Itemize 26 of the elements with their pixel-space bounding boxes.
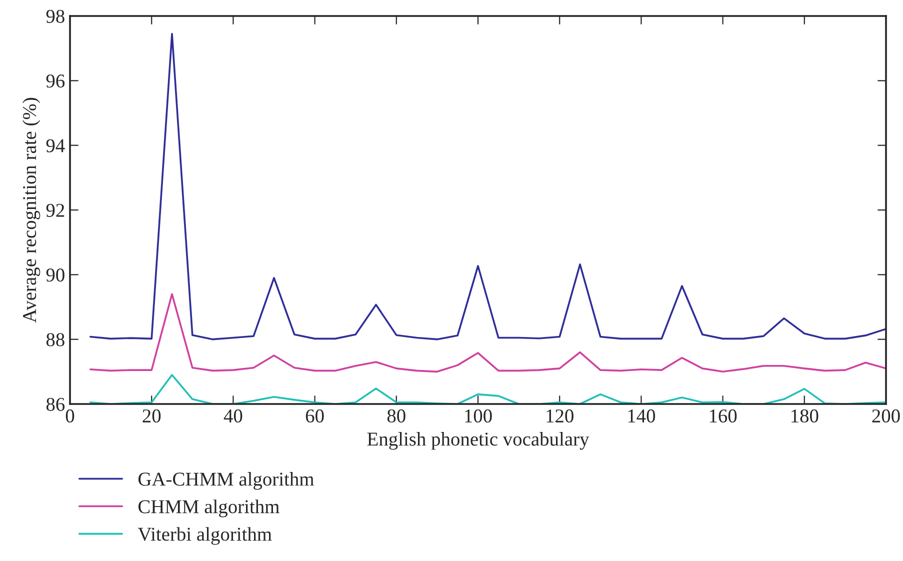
x-tick-label: 160	[710, 409, 737, 423]
legend-label: Viterbi algorithm	[138, 527, 272, 545]
x-tick-label: 80	[387, 409, 406, 423]
x-tick-label: 40	[224, 409, 242, 423]
x-tick-label: 60	[306, 409, 324, 423]
legend-label: CHMM algorithm	[138, 500, 280, 518]
y-tick-label: 88	[46, 333, 64, 346]
y-tick-label: 98	[46, 10, 64, 23]
x-tick-label: 200	[872, 409, 900, 423]
line-series	[89, 32, 886, 340]
y-tick-label: 86	[46, 398, 65, 411]
y-tick-label: 94	[46, 139, 65, 152]
x-tick-label: 0	[66, 409, 74, 423]
x-tick-label: 180	[792, 409, 818, 423]
x-tick-label: 20	[142, 409, 161, 423]
x-tick-label: 140	[628, 409, 656, 423]
line-series	[89, 293, 886, 373]
x-tick-label: 120	[546, 409, 574, 423]
y-tick-label: 96	[46, 74, 65, 88]
legend-label: GA-CHMM algorithm	[138, 472, 314, 490]
y-tick-label: 90	[46, 268, 64, 282]
y-tick-label: 92	[46, 204, 64, 217]
line-series	[89, 374, 886, 404]
x-axis-title: English phonetic vocabulary	[367, 432, 590, 450]
x-tick-label: 100	[465, 409, 492, 423]
y-axis-title: Average recognition rate (%)	[22, 98, 40, 323]
